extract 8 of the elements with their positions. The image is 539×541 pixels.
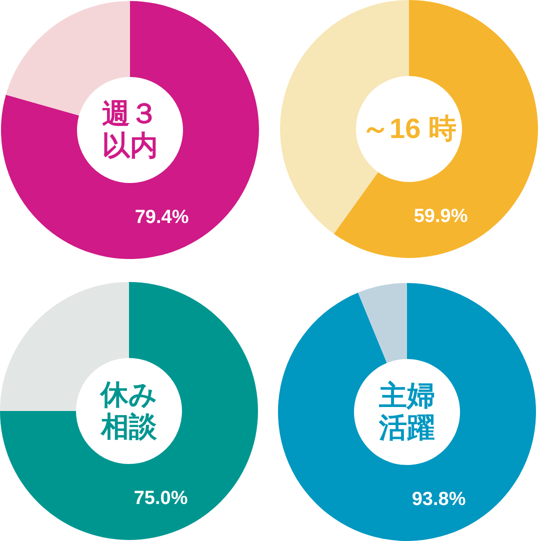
data-label: 93.8% xyxy=(412,488,466,510)
title: 週３以内 xyxy=(101,98,159,162)
data-label: 79.4% xyxy=(134,206,189,228)
data-label: 75.0% xyxy=(134,488,188,509)
title: ～16 時 xyxy=(362,113,456,145)
title: 休み相談 xyxy=(99,379,158,443)
data-label: 59.9% xyxy=(414,206,468,227)
title: 主婦活躍 xyxy=(378,380,436,444)
